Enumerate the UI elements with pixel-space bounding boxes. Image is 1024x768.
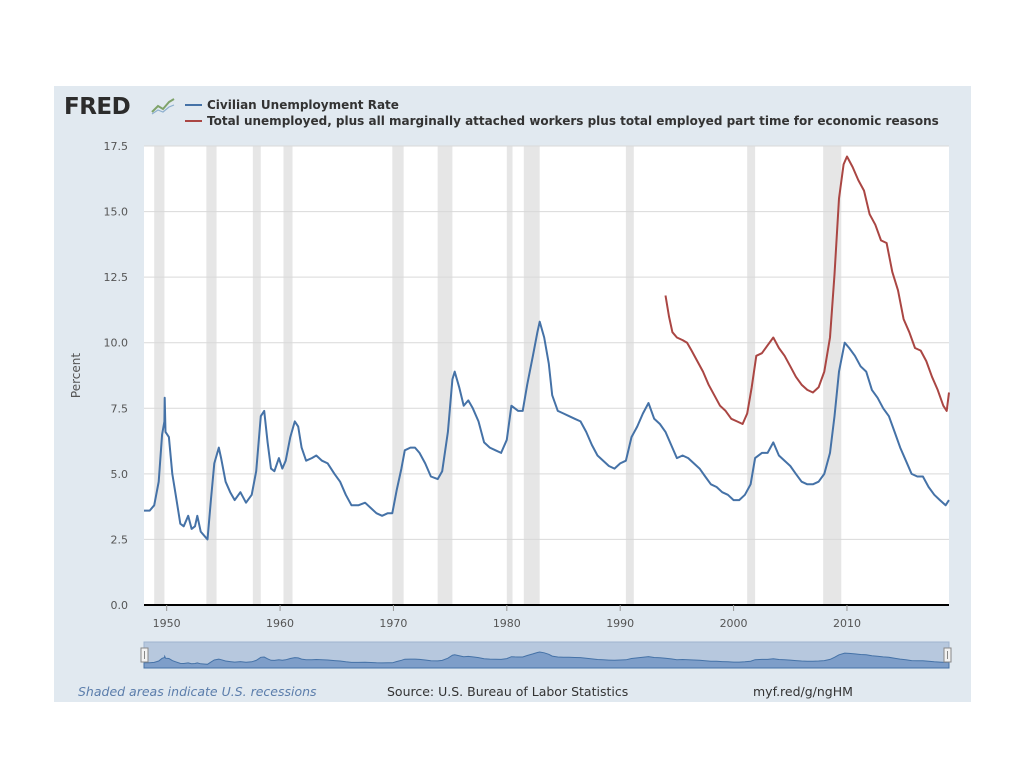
- y-axis-title: Percent: [69, 353, 83, 398]
- recession-band: [252, 146, 261, 605]
- x-tick-label: 2010: [833, 617, 861, 630]
- y-tick-label: 0.0: [111, 599, 129, 612]
- plot-background: [144, 146, 949, 605]
- recession-band: [823, 146, 842, 605]
- recession-band: [437, 146, 453, 605]
- fred-trend-icon: [150, 96, 176, 116]
- series-line-u6-rate: [664, 155, 950, 425]
- legend-swatch-red: [185, 119, 202, 122]
- short-link[interactable]: myf.red/g/ngHM: [753, 684, 853, 699]
- navigator-series-area: [143, 651, 950, 669]
- y-tick-label: 15.0: [104, 206, 129, 219]
- legend-label: Civilian Unemployment Rate: [207, 98, 399, 112]
- recession-band: [625, 146, 634, 605]
- recession-band: [747, 146, 756, 605]
- y-tick-label: 10.0: [104, 337, 129, 350]
- recession-note: Shaded areas indicate U.S. recessions: [78, 684, 317, 699]
- x-tick-label: 1980: [493, 617, 521, 630]
- y-tick-label: 7.5: [111, 402, 129, 415]
- legend-item-u6-rate[interactable]: Total unemployed, plus all marginally at…: [185, 114, 939, 128]
- recession-band: [523, 146, 540, 605]
- legend-label: Total unemployed, plus all marginally at…: [207, 114, 939, 128]
- recession-band: [392, 146, 404, 605]
- x-tick-label: 1950: [153, 617, 181, 630]
- x-tick-label: 2000: [720, 617, 748, 630]
- x-tick-label: 1960: [266, 617, 294, 630]
- y-tick-label: 2.5: [111, 533, 129, 546]
- series-line-unemployment-rate: [144, 320, 950, 541]
- source-note: Source: U.S. Bureau of Labor Statistics: [387, 684, 629, 699]
- legend-swatch-blue: [185, 103, 202, 106]
- y-tick-label: 17.5: [104, 140, 129, 153]
- recession-band: [283, 146, 293, 605]
- y-tick-label: 5.0: [111, 468, 129, 481]
- fred-logo[interactable]: FRED: [64, 94, 131, 120]
- x-tick-label: 1990: [606, 617, 634, 630]
- legend-item-unemployment-rate[interactable]: Civilian Unemployment Rate: [185, 98, 399, 112]
- x-tick-label: 1970: [379, 617, 407, 630]
- recession-band: [506, 146, 513, 605]
- recession-band: [206, 146, 217, 605]
- recession-band: [154, 146, 165, 605]
- y-tick-label: 12.5: [104, 271, 129, 284]
